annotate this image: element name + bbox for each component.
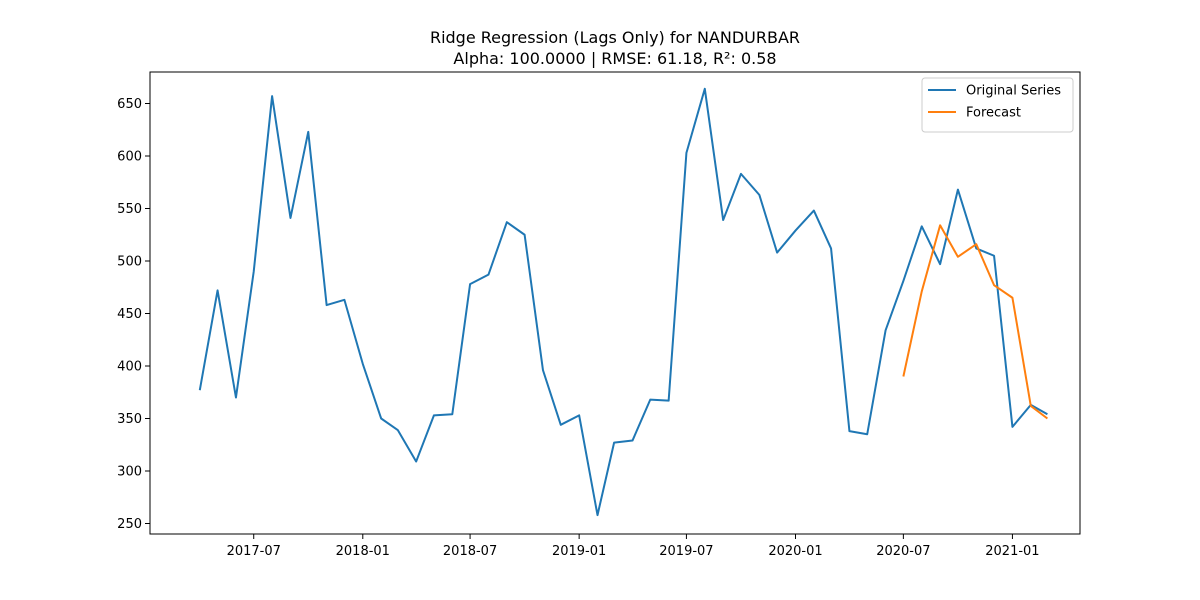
chart-title: Ridge Regression (Lags Only) for NANDURB…: [430, 28, 800, 47]
y-tick-label: 550: [117, 202, 142, 217]
x-tick-label: 2018-01: [336, 544, 390, 559]
y-tick-label: 500: [117, 255, 142, 270]
y-tick-label: 300: [117, 465, 142, 480]
y-tick-label: 600: [117, 150, 142, 165]
x-tick-label: 2019-07: [659, 544, 713, 559]
y-tick-label: 450: [117, 307, 142, 322]
x-tick-label: 2018-07: [443, 544, 497, 559]
y-tick-label: 400: [117, 360, 142, 375]
series-layer: [198, 87, 1049, 517]
x-tick-label: 2020-01: [768, 544, 822, 559]
series-line-0: [198, 87, 1048, 517]
x-tick-label: 2021-01: [985, 544, 1039, 559]
plot-frame: [149, 71, 1081, 535]
x-tick-label: 2020-07: [876, 544, 930, 559]
x-tick-label: 2019-01: [552, 544, 606, 559]
legend-label: Original Series: [966, 84, 1061, 99]
legend: Original Series Forecast: [921, 77, 1074, 133]
y-tick-label: 650: [117, 97, 142, 112]
ticks-layer: 2017-07 2018-01 2018-07 2019-01 2019-07 2020-…: [117, 97, 1039, 559]
legend-label: Forecast: [966, 106, 1021, 121]
chart-subtitle: Alpha: 100.0000 | RMSE: 61.18, R²: 0.58: [453, 49, 776, 68]
legend-box: [921, 77, 1074, 133]
x-tick-label: 2017-07: [227, 544, 281, 559]
y-tick-label: 250: [117, 517, 142, 532]
series-line-1: [902, 224, 1049, 420]
y-tick-label: 350: [117, 412, 142, 427]
